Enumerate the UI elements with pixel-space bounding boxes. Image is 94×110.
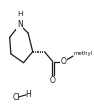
Text: methyl: methyl	[73, 51, 93, 56]
Text: N: N	[17, 20, 23, 29]
Text: O: O	[50, 76, 56, 85]
Text: H: H	[25, 90, 31, 99]
Text: O: O	[61, 57, 67, 66]
Text: Cl: Cl	[13, 93, 20, 102]
Text: H: H	[17, 10, 23, 16]
